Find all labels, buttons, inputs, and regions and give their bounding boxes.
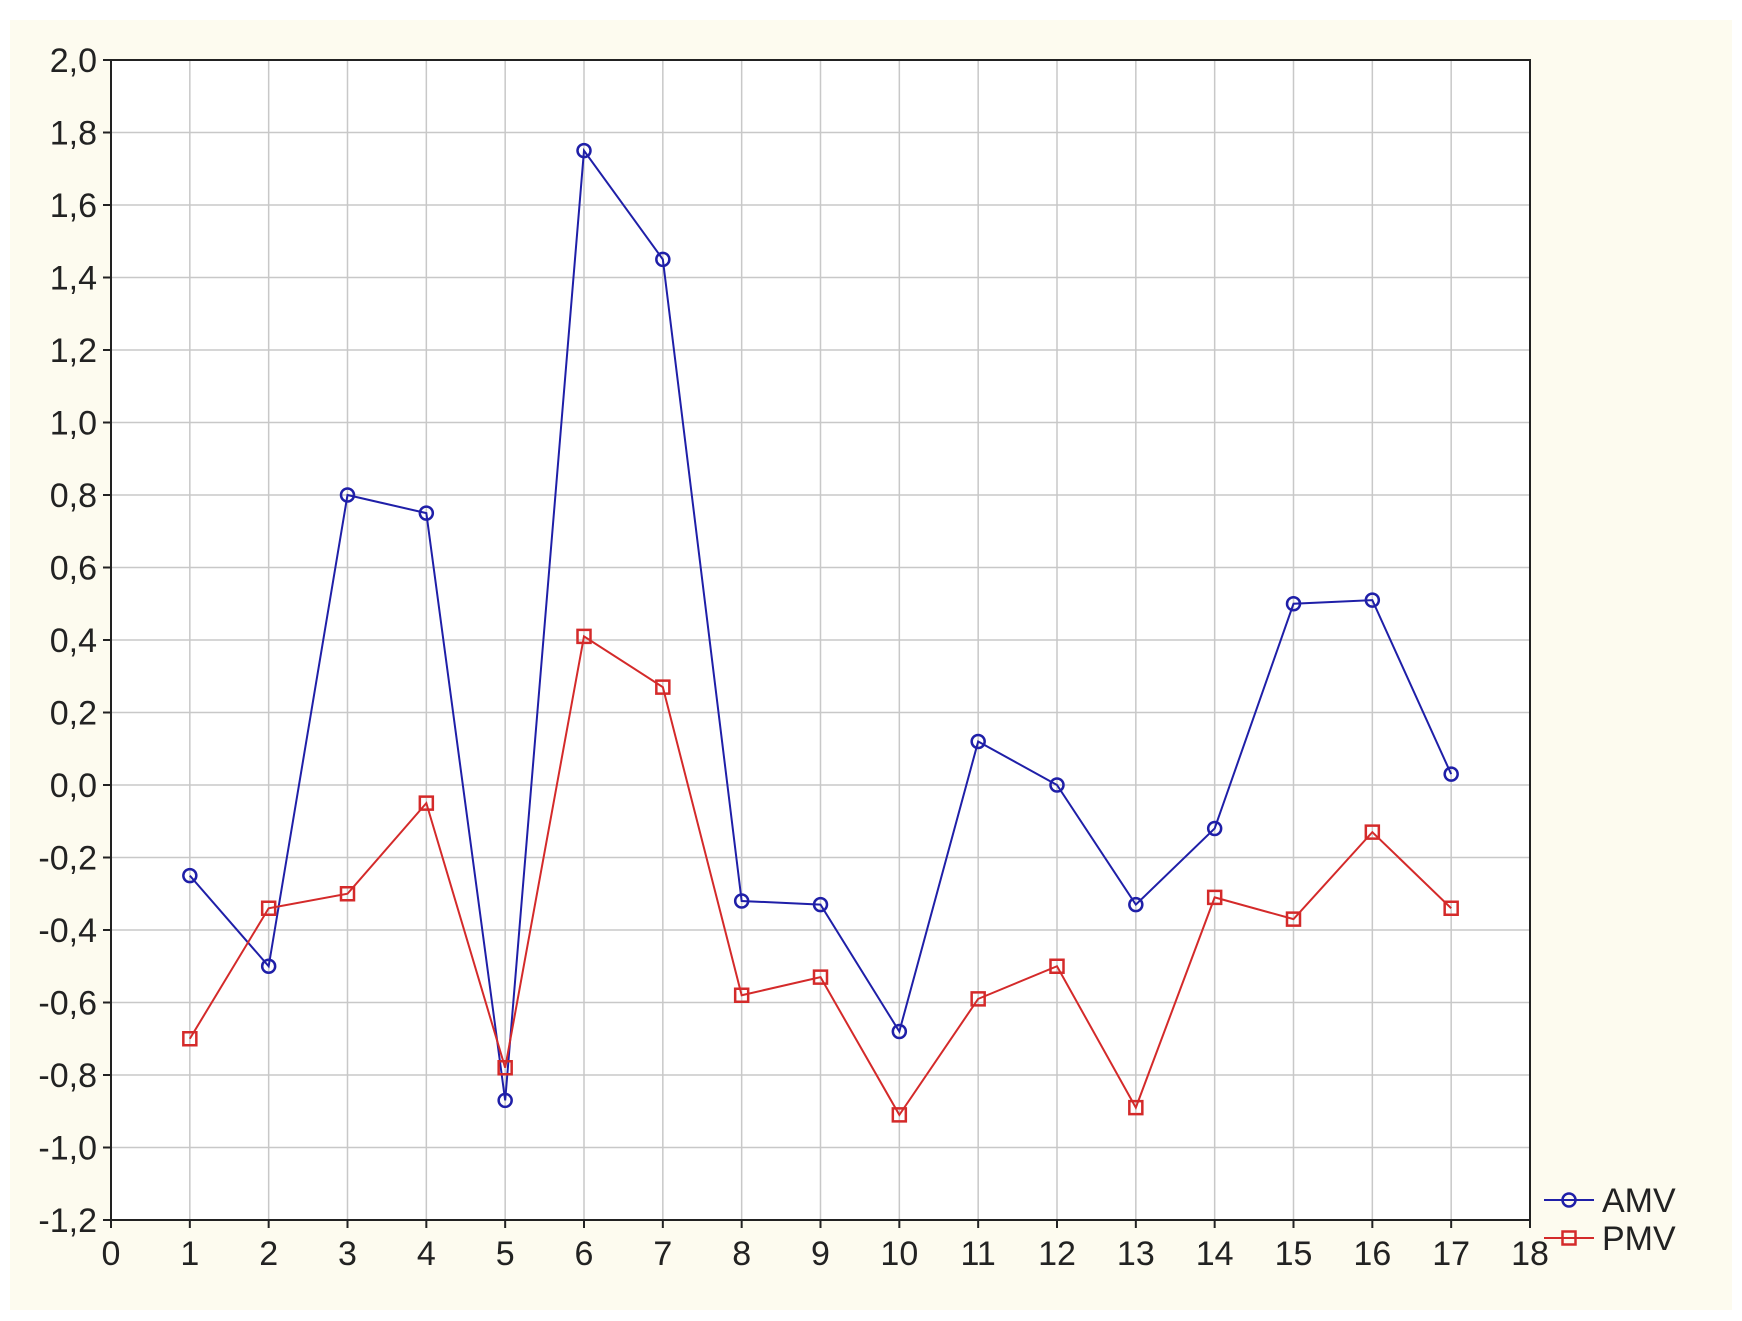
x-tick-label: 1 (180, 1235, 199, 1273)
data-point-amv (1049, 777, 1065, 793)
y-tick-label: 1,0 (50, 405, 97, 443)
data-point-pmv (1128, 1099, 1144, 1116)
y-tick-label: -0,6 (38, 985, 97, 1023)
series-layer (182, 142, 1459, 1123)
data-point-pmv (812, 969, 829, 985)
data-point-pmv (1285, 911, 1302, 927)
x-tick-label: 18 (1511, 1235, 1549, 1273)
data-point-pmv (891, 1107, 908, 1123)
y-tick-label: 0,2 (50, 695, 97, 733)
legend-marker-pmv (1561, 1230, 1577, 1246)
x-tick-label: 7 (653, 1235, 672, 1273)
data-point-pmv (260, 900, 277, 916)
x-tick-label: 11 (961, 1235, 996, 1273)
y-tick-label: 1,2 (50, 332, 97, 370)
x-tick-label: 15 (1275, 1235, 1313, 1273)
chart-frame: 0 1 2 3 4 5 6 7 8 9 10 11 12 13 14 15 16 17 18 2,0 1,8 1,6 1,… (10, 20, 1732, 1310)
y-tick-label: -1,0 (38, 1130, 97, 1168)
y-tick-label: 1,6 (50, 187, 97, 225)
data-point-amv (1128, 896, 1144, 913)
data-point-amv (733, 893, 750, 909)
data-point-amv (1364, 592, 1381, 608)
y-tick-label: -1,2 (38, 1202, 97, 1240)
legend-label-pmv: PMV (1602, 1220, 1676, 1258)
legend-marker-amv (1561, 1192, 1577, 1208)
y-tick-label: 1,8 (50, 115, 97, 153)
legend-item-amv: AMV (1544, 1182, 1676, 1220)
data-point-pmv (418, 795, 435, 811)
data-point-pmv (1443, 900, 1459, 916)
data-point-pmv (182, 1031, 198, 1047)
data-point-pmv (733, 987, 750, 1003)
y-tick-label: -0,4 (38, 912, 97, 950)
data-point-amv (497, 1092, 513, 1109)
data-point-pmv (339, 886, 356, 902)
x-tick-label: 17 (1432, 1235, 1470, 1273)
y-tick-label: 0,6 (50, 550, 97, 588)
x-tick-label: 10 (880, 1235, 918, 1273)
x-tick-label: 3 (338, 1235, 357, 1273)
x-tick-label: 4 (417, 1235, 436, 1273)
data-point-amv (1285, 596, 1302, 612)
x-tick-label: 5 (496, 1235, 515, 1273)
series-line-pmv (188, 634, 1452, 1117)
data-point-pmv (1364, 824, 1381, 840)
data-point-pmv (1206, 889, 1223, 906)
series-amv (182, 142, 1459, 1109)
y-tick-label: -0,8 (38, 1057, 97, 1095)
series-pmv (182, 628, 1459, 1123)
x-tick-label: 9 (811, 1235, 830, 1273)
data-point-amv (260, 958, 277, 974)
data-point-amv (182, 867, 198, 884)
data-point-pmv (970, 991, 986, 1007)
legend-label-amv: AMV (1602, 1182, 1676, 1220)
data-point-pmv (497, 1060, 513, 1076)
data-point-pmv (576, 628, 592, 645)
x-tick-label: 8 (732, 1235, 751, 1273)
y-tick-label: -0,2 (38, 840, 97, 878)
y-tick-label: 0,4 (50, 622, 97, 660)
data-point-amv (655, 251, 671, 268)
x-tick-label: 13 (1117, 1235, 1155, 1273)
y-axis-ticks: 2,0 1,8 1,6 1,4 1,2 1,0 0,8 0,6 0,4 0,2 0,0 -0,2 -0,… (38, 42, 111, 1240)
x-tick-label: 14 (1196, 1235, 1234, 1273)
y-tick-label: 2,0 (50, 42, 97, 80)
data-point-amv (812, 896, 829, 913)
data-point-amv (891, 1023, 908, 1040)
data-point-amv (418, 505, 435, 521)
series-line-amv (189, 147, 1453, 1101)
data-point-amv (339, 487, 356, 503)
x-tick-label: 0 (102, 1235, 121, 1273)
data-point-amv (1206, 820, 1223, 837)
x-tick-label: 6 (575, 1235, 594, 1273)
legend-item-pmv: PMV (1544, 1220, 1676, 1258)
x-tick-label: 16 (1353, 1235, 1391, 1273)
data-point-amv (1443, 766, 1459, 782)
y-tick-label: 1,4 (50, 260, 97, 298)
data-point-pmv (655, 679, 671, 695)
data-point-amv (576, 142, 592, 159)
data-point-pmv (1049, 958, 1065, 974)
x-axis-ticks: 0 1 2 3 4 5 6 7 8 9 10 11 12 13 14 15 16 17 18 (102, 1220, 1549, 1273)
x-tick-label: 2 (259, 1235, 278, 1273)
y-tick-label: 0,0 (50, 767, 97, 805)
data-point-amv (970, 733, 986, 750)
y-tick-label: 0,8 (50, 477, 97, 515)
x-tick-label: 12 (1038, 1235, 1076, 1273)
line-chart: 0 1 2 3 4 5 6 7 8 9 10 11 12 13 14 15 16 17 18 2,01,81,61,… (38, 42, 1676, 1273)
